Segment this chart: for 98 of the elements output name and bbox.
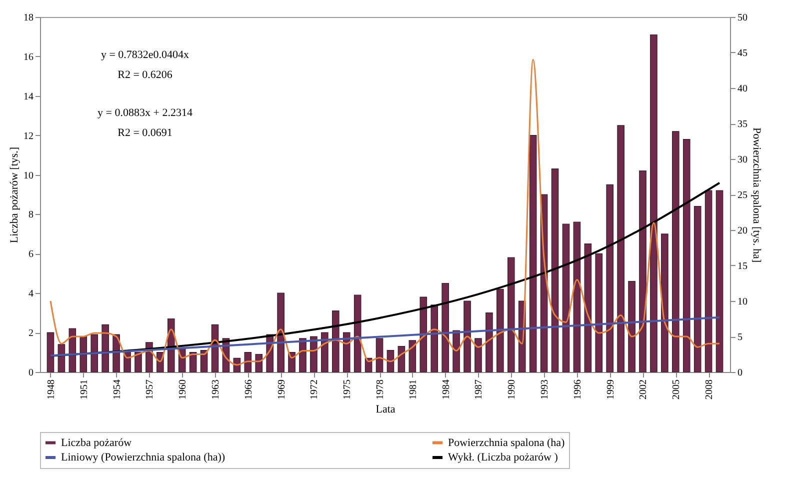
bar [277, 292, 284, 372]
annotation: R2 = 0.0691 [118, 127, 172, 139]
y-tick-label: 6 [28, 249, 34, 260]
bar [650, 34, 658, 372]
y-tick-label: 0 [28, 368, 34, 378]
bar [189, 352, 197, 372]
bar [321, 332, 328, 372]
bar [474, 338, 482, 372]
bar [628, 280, 636, 372]
y-tick-label: 10 [24, 170, 34, 182]
x-tick-label: 1987 [474, 380, 485, 400]
x-tick-label: 1954 [112, 380, 123, 400]
x-tick-label: 1963 [210, 380, 222, 400]
bar [90, 334, 98, 372]
y2-tick-label: 0 [738, 368, 742, 378]
bar [58, 344, 66, 372]
x-tick-label: 1999 [605, 380, 616, 400]
bar [639, 170, 646, 372]
bar [134, 352, 142, 372]
x-tick-label: 1957 [144, 380, 156, 400]
bar [672, 131, 680, 372]
y2-tick-label: 35 [738, 119, 748, 130]
y2-tick-label: 25 [738, 190, 748, 201]
x-tick-label: 1972 [309, 380, 320, 400]
bar [617, 125, 624, 372]
y2-tick-label: 10 [738, 296, 748, 308]
legend-label: Liczba pożarów [61, 436, 132, 449]
x-tick-label: 1978 [375, 380, 386, 400]
y2-tick-label: 15 [738, 261, 748, 272]
x-tick-label: 1984 [440, 380, 452, 400]
bar [716, 190, 724, 372]
annotation: y = 0.7832e0.0404x [100, 49, 190, 61]
bar [464, 300, 471, 372]
x-tick-label: 1948 [46, 380, 57, 400]
x-tick-label: 1996 [572, 380, 584, 400]
legend-label: Powierzchnia spalona (ha) [448, 436, 566, 449]
y-tick-label: 12 [24, 130, 34, 142]
bar [442, 282, 449, 372]
x-tick-label: 1975 [342, 380, 354, 400]
x-tick-label: 1981 [408, 380, 419, 400]
bar [354, 294, 362, 372]
y2-tick-label: 20 [738, 226, 748, 236]
bar [486, 312, 493, 372]
bar [584, 244, 592, 372]
bar [420, 296, 428, 372]
x-tick-label: 1993 [540, 380, 551, 400]
y2-tick-label: 45 [738, 48, 748, 59]
line-series [49, 182, 721, 357]
bar [398, 346, 406, 372]
bar [529, 135, 537, 372]
bar [80, 336, 88, 372]
bar [342, 332, 350, 372]
bar [573, 222, 581, 372]
bar [244, 352, 252, 372]
bar [496, 288, 504, 372]
bar [452, 330, 460, 372]
legend-label: Wykł. (Liczba pożarów ) [448, 452, 558, 464]
bar [46, 332, 54, 372]
annotation: y = 0.0883x + 2.2314 [98, 107, 193, 119]
x-tick-label: 1969 [276, 380, 288, 400]
y2-tick-label: 30 [738, 154, 748, 166]
x-tick-label: 1966 [243, 380, 254, 400]
y2-tick-label: 50 [738, 12, 748, 24]
x-tick-label: 1990 [506, 380, 518, 400]
bar [661, 234, 668, 372]
y-tick-label: 14 [24, 91, 34, 102]
bar [408, 340, 416, 372]
x-axis-title: Lata [376, 404, 396, 416]
bar [255, 354, 263, 372]
bar [332, 310, 340, 372]
bar [704, 190, 712, 372]
x-tick-label: 2002 [638, 380, 650, 400]
y-tick-label: 18 [24, 12, 34, 24]
bar [595, 253, 603, 372]
x-tick-label: 2005 [671, 380, 682, 400]
y-tick-label: 4 [28, 288, 34, 300]
y-tick-label: 16 [24, 52, 34, 63]
x-tick-label: 1960 [178, 380, 189, 400]
bar [102, 324, 109, 372]
annotation: R2 = 0.6206 [118, 69, 173, 81]
bar [386, 350, 394, 372]
y2-tick-label: 40 [738, 84, 748, 94]
bar [551, 168, 559, 372]
y2-tick-label: 5 [738, 332, 742, 343]
x-tick-label: 1951 [78, 380, 90, 400]
line-series [50, 58, 720, 366]
x-tick-label: 2008 [704, 380, 716, 400]
bar [376, 338, 384, 372]
bar [682, 138, 690, 372]
y2-axis-title: Powierzchnia spalona [tys. ha] [750, 127, 762, 263]
bar [694, 206, 702, 372]
y-tick-label: 2 [28, 328, 34, 340]
legend-label: Liniowy (Powierzchnia spalona (ha)) [61, 452, 226, 464]
bar [562, 224, 570, 372]
bar [606, 184, 614, 372]
y-axis-title: Liczba pożarów [tys.] [8, 146, 20, 244]
y-tick-label: 8 [28, 210, 34, 221]
bar [507, 257, 515, 372]
